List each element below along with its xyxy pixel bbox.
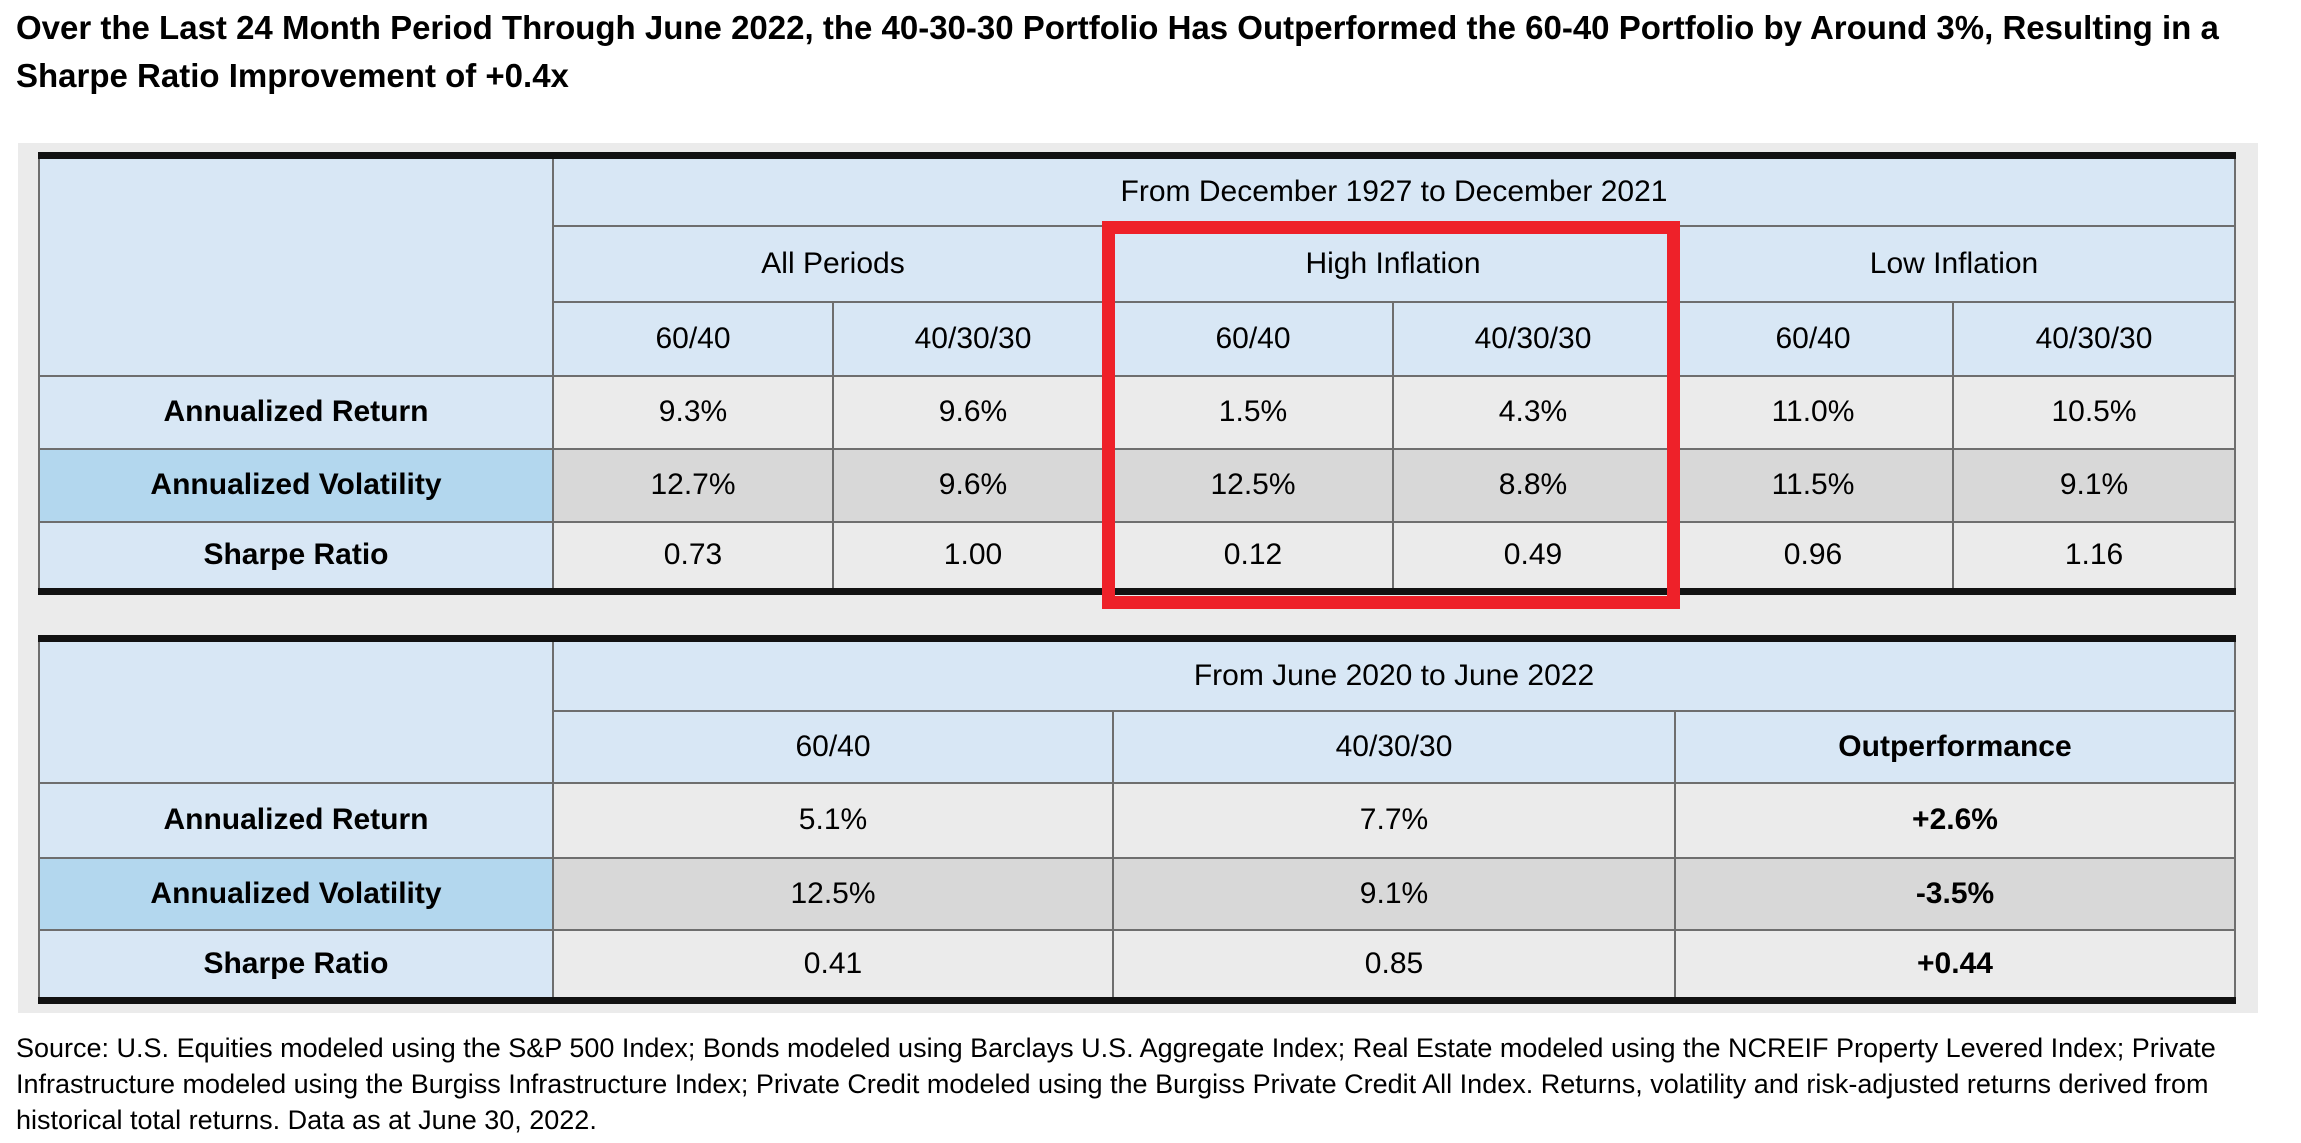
data-cell: 12.5% <box>1112 447 1394 523</box>
group-header-low-inflation: Low Inflation <box>1671 224 2237 303</box>
col-header: 40/30/30 <box>832 300 1114 377</box>
col-header: 60/40 <box>552 300 834 377</box>
col-header: 60/40 <box>1672 300 1954 377</box>
data-cell: 5.1% <box>552 781 1114 859</box>
data-cell: 12.5% <box>552 856 1114 931</box>
data-cell: 11.5% <box>1672 447 1954 523</box>
table-row: Annualized Return 5.1% 7.7% +2.6% <box>38 781 2236 859</box>
col-header: 40/30/30 <box>1951 300 2237 377</box>
col-header: 60/40 <box>1112 300 1394 377</box>
data-cell: 9.3% <box>552 374 834 450</box>
data-cell: 1.00 <box>832 520 1114 593</box>
data-cell-outperformance: +2.6% <box>1674 781 2236 859</box>
data-cell: 8.8% <box>1392 447 1674 523</box>
table-row: Annualized Volatility 12.7% 9.6% 12.5% 8… <box>38 447 2237 523</box>
table-row: Annualized Return 9.3% 9.6% 1.5% 4.3% 11… <box>38 374 2237 450</box>
row-label: Annualized Volatility <box>38 447 554 523</box>
data-cell: 4.3% <box>1392 374 1674 450</box>
corner-cell <box>38 154 554 377</box>
data-cell: 9.1% <box>1112 856 1676 931</box>
data-cell: 10.5% <box>1951 374 2237 450</box>
data-cell: 9.6% <box>832 447 1114 523</box>
col-header: 60/40 <box>552 709 1114 784</box>
col-header: 40/30/30 <box>1112 709 1676 784</box>
data-cell: 0.49 <box>1392 520 1674 593</box>
data-cell: 7.7% <box>1112 781 1676 859</box>
col-header: 40/30/30 <box>1392 300 1674 377</box>
group-header-all-periods: All Periods <box>552 224 1114 303</box>
table-row: Annualized Volatility 12.5% 9.1% -3.5% <box>38 856 2236 931</box>
data-cell: 1.16 <box>1951 520 2237 593</box>
historical-table: From December 1927 to December 2021 All … <box>38 152 2237 595</box>
row-label: Annualized Return <box>38 374 554 450</box>
table-row: Sharpe Ratio 0.41 0.85 +0.44 <box>38 928 2236 1002</box>
recent-table: From June 2020 to June 2022 60/40 40/30/… <box>38 635 2236 1004</box>
data-cell: 9.1% <box>1951 447 2237 523</box>
row-label: Annualized Return <box>38 781 554 859</box>
data-cell: 0.85 <box>1112 928 1676 1002</box>
col-header-outperformance: Outperformance <box>1674 709 2236 784</box>
data-cell-outperformance: +0.44 <box>1674 928 2236 1002</box>
data-cell: 12.7% <box>552 447 834 523</box>
corner-cell <box>38 637 554 784</box>
row-label: Sharpe Ratio <box>38 520 554 593</box>
data-cell: 0.12 <box>1112 520 1394 593</box>
page-title: Over the Last 24 Month Period Through Ju… <box>16 9 2219 94</box>
data-cell: 11.0% <box>1672 374 1954 450</box>
data-cell: 0.73 <box>552 520 834 593</box>
data-cell: 1.5% <box>1112 374 1394 450</box>
data-cell: 9.6% <box>832 374 1114 450</box>
group-header-high-inflation: High Inflation <box>1112 224 1674 303</box>
period-header: From June 2020 to June 2022 <box>552 637 2236 712</box>
row-label: Annualized Volatility <box>38 856 554 931</box>
data-cell-outperformance: -3.5% <box>1674 856 2236 931</box>
data-cell: 0.41 <box>552 928 1114 1002</box>
source-note: Source: U.S. Equities modeled using the … <box>16 1033 2216 1136</box>
row-label: Sharpe Ratio <box>38 928 554 1002</box>
table-row: Sharpe Ratio 0.73 1.00 0.12 0.49 0.96 1.… <box>38 520 2237 593</box>
period-header: From December 1927 to December 2021 <box>551 154 2237 227</box>
data-cell: 0.96 <box>1672 520 1954 593</box>
